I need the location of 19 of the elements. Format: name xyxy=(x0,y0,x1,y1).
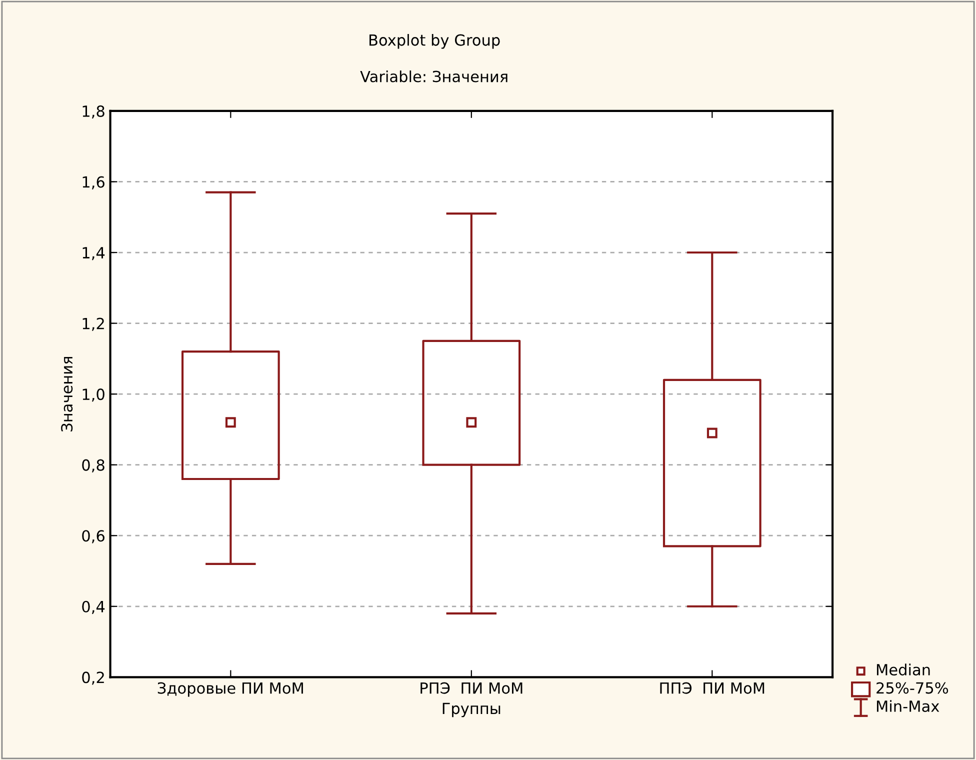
y-tick-label: 0,6 xyxy=(82,530,104,544)
y-tick-label: 0,4 xyxy=(82,600,105,614)
x-tick-label: РПЭ ПИ МоМ xyxy=(420,682,522,694)
text: Median xyxy=(876,664,930,676)
text: 25%-75% xyxy=(876,682,948,694)
y-tick-label: 1,6 xyxy=(82,176,104,190)
y-tick-label: 1,8 xyxy=(82,105,104,119)
x-tick-label: Здоровые ПИ МоМ xyxy=(158,682,303,697)
x-axis-title: Группы xyxy=(442,702,500,718)
y-tick-label: 1,2 xyxy=(82,318,104,331)
text: Min-Max xyxy=(876,700,940,712)
y-axis-title: Значения xyxy=(61,357,73,432)
chart-subtitle: Variable: Значения xyxy=(360,70,508,82)
chart-title: Boxplot by Group xyxy=(370,34,500,49)
y-tick-label: 0,2 xyxy=(82,672,104,685)
y-tick-label: 1,4 xyxy=(82,247,105,260)
y-tick-label: 1,0 xyxy=(82,388,104,402)
x-tick-label: ППЭ ПИ МоМ xyxy=(660,682,764,694)
y-tick-label: 0,8 xyxy=(82,459,104,472)
